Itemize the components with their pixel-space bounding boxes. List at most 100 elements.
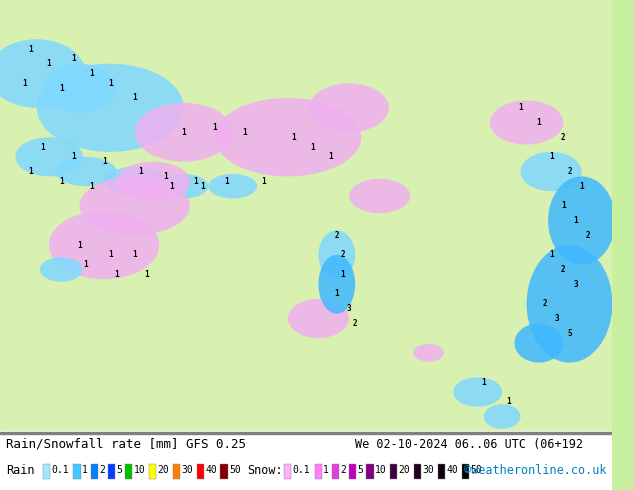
- Text: 2: 2: [340, 250, 346, 259]
- Text: 1: 1: [133, 250, 137, 259]
- Text: 1: 1: [481, 378, 486, 387]
- Text: 20: 20: [157, 466, 169, 475]
- Text: 2: 2: [561, 133, 566, 142]
- Ellipse shape: [37, 64, 184, 152]
- Text: 1: 1: [108, 250, 113, 259]
- Bar: [0, 432, 612, 434]
- Bar: [366, 464, 373, 479]
- Text: 2: 2: [335, 231, 339, 240]
- Bar: [43, 464, 50, 479]
- Ellipse shape: [521, 152, 582, 191]
- Text: 1: 1: [212, 123, 217, 132]
- Ellipse shape: [55, 157, 117, 186]
- Bar: [74, 464, 81, 479]
- Bar: [108, 464, 115, 479]
- Text: 1: 1: [340, 270, 346, 279]
- Ellipse shape: [318, 230, 355, 279]
- Ellipse shape: [208, 174, 257, 198]
- Text: 2: 2: [567, 167, 572, 176]
- Text: Snow:: Snow:: [247, 464, 283, 477]
- Bar: [172, 464, 180, 479]
- Text: ©weatheronline.co.uk: ©weatheronline.co.uk: [463, 464, 606, 477]
- Text: 20: 20: [399, 466, 410, 475]
- Ellipse shape: [318, 255, 355, 314]
- Bar: [349, 464, 356, 479]
- Bar: [125, 464, 133, 479]
- Bar: [91, 464, 98, 479]
- Text: 1: 1: [59, 177, 63, 186]
- Text: 1: 1: [310, 143, 314, 151]
- Text: 5: 5: [567, 329, 572, 338]
- Bar: [438, 464, 445, 479]
- Text: 2: 2: [561, 265, 566, 274]
- Text: 1: 1: [506, 397, 510, 406]
- Text: 1: 1: [145, 270, 149, 279]
- Text: 1: 1: [328, 152, 333, 161]
- Text: 0.1: 0.1: [293, 466, 310, 475]
- Text: 1: 1: [59, 84, 63, 93]
- Text: 1: 1: [22, 79, 27, 88]
- Text: 2: 2: [340, 466, 346, 475]
- Ellipse shape: [40, 257, 82, 282]
- Ellipse shape: [514, 323, 564, 363]
- Text: 40: 40: [205, 466, 217, 475]
- Text: 50: 50: [470, 466, 482, 475]
- Text: 1: 1: [41, 143, 45, 151]
- Text: 3: 3: [347, 304, 351, 313]
- Text: 1: 1: [181, 128, 186, 137]
- Text: 1: 1: [139, 167, 143, 176]
- Bar: [221, 464, 228, 479]
- Ellipse shape: [453, 377, 502, 407]
- Text: 1: 1: [518, 103, 523, 112]
- Text: 1: 1: [114, 270, 119, 279]
- Text: 2: 2: [543, 299, 547, 308]
- Text: 50: 50: [229, 466, 241, 475]
- Bar: [414, 464, 422, 479]
- Text: 1: 1: [77, 241, 82, 249]
- Text: 1: 1: [29, 167, 33, 176]
- Text: 10: 10: [134, 466, 145, 475]
- Bar: [390, 464, 398, 479]
- Text: 2: 2: [99, 466, 105, 475]
- Text: 1: 1: [549, 250, 553, 259]
- Text: 2: 2: [353, 319, 358, 328]
- Text: 1: 1: [71, 54, 76, 63]
- Ellipse shape: [134, 103, 233, 162]
- Text: 1: 1: [579, 182, 584, 191]
- Text: 1: 1: [193, 177, 198, 186]
- Ellipse shape: [159, 174, 208, 198]
- Text: Rain/Snowfall rate [mm] GFS 0.25: Rain/Snowfall rate [mm] GFS 0.25: [6, 438, 246, 451]
- Ellipse shape: [43, 64, 117, 113]
- Text: 1: 1: [261, 177, 266, 186]
- Text: 1: 1: [89, 182, 94, 191]
- Ellipse shape: [548, 176, 616, 265]
- Text: 1: 1: [82, 466, 88, 475]
- Bar: [314, 464, 322, 479]
- Text: 5: 5: [358, 466, 363, 475]
- Text: 1: 1: [335, 290, 339, 298]
- Ellipse shape: [104, 167, 165, 196]
- Text: We 02-10-2024 06..06 UTC (06+192: We 02-10-2024 06..06 UTC (06+192: [355, 438, 583, 451]
- Ellipse shape: [349, 179, 410, 213]
- Bar: [284, 464, 292, 479]
- Ellipse shape: [484, 404, 521, 429]
- Text: 40: 40: [446, 466, 458, 475]
- Text: 1: 1: [561, 201, 566, 210]
- Bar: [462, 464, 469, 479]
- Ellipse shape: [80, 176, 190, 235]
- Ellipse shape: [490, 100, 564, 145]
- Text: 1: 1: [536, 118, 541, 127]
- Text: 1: 1: [292, 133, 296, 142]
- Text: 1: 1: [224, 177, 229, 186]
- Ellipse shape: [527, 245, 612, 363]
- Text: 1: 1: [549, 152, 553, 161]
- Text: 1: 1: [29, 45, 33, 53]
- Text: 5: 5: [117, 466, 122, 475]
- Text: 1: 1: [169, 182, 174, 191]
- Ellipse shape: [15, 137, 82, 176]
- Text: 1: 1: [71, 152, 76, 161]
- Text: 3: 3: [555, 314, 560, 323]
- Text: 1: 1: [200, 182, 204, 191]
- Bar: [149, 464, 156, 479]
- Bar: [0, 431, 612, 490]
